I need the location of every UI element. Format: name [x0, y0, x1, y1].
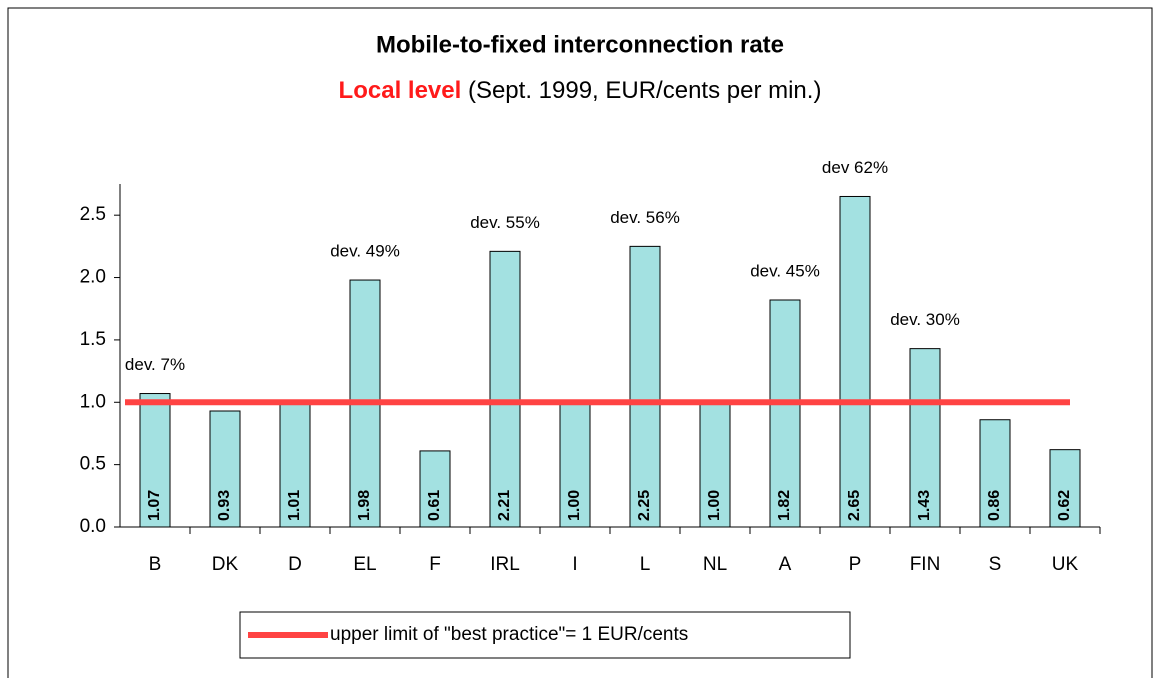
x-tick-label: D	[288, 554, 302, 575]
x-tick-label: UK	[1052, 554, 1079, 575]
x-tick-label: S	[989, 554, 1002, 575]
x-tick-label: A	[779, 554, 792, 575]
legend-label: upper limit of "best practice"= 1 EUR/ce…	[330, 624, 688, 645]
x-tick-label: DK	[212, 554, 239, 575]
value-label: 1.01	[286, 490, 303, 521]
deviation-label: dev 62%	[822, 158, 888, 177]
legend-box	[239, 611, 851, 659]
value-label: 1.00	[706, 490, 723, 521]
value-label: 1.82	[776, 490, 793, 521]
value-label: 0.62	[1056, 490, 1073, 521]
y-tick-label: 1.5	[80, 329, 106, 350]
value-label: 0.61	[426, 490, 443, 521]
bar	[629, 245, 661, 528]
x-tick-label: B	[149, 554, 162, 575]
x-tick-label: L	[640, 554, 651, 575]
bar	[139, 393, 171, 528]
bar	[979, 419, 1011, 528]
value-label: 2.25	[636, 490, 653, 521]
value-label: 0.93	[216, 490, 233, 521]
subtitle-text: (Sept. 1999, EUR/cents per min.)	[468, 77, 821, 104]
value-label: 1.07	[146, 490, 163, 521]
value-label: 0.86	[986, 490, 1003, 521]
bar	[559, 401, 591, 528]
bar	[839, 195, 871, 528]
bar	[209, 410, 241, 528]
y-tick-label: 0.5	[80, 454, 106, 475]
deviation-label: dev. 45%	[750, 261, 820, 280]
value-label: 1.00	[566, 490, 583, 521]
value-label: 1.98	[356, 490, 373, 521]
bar	[1049, 449, 1081, 528]
value-label: 1.43	[916, 490, 933, 521]
x-tick-label: EL	[353, 554, 376, 575]
deviation-label: dev. 7%	[125, 355, 185, 374]
y-tick-label: 2.0	[80, 267, 106, 288]
deviation-label: dev. 56%	[610, 208, 680, 227]
y-tick-label: 1.0	[80, 391, 106, 412]
bar	[909, 348, 941, 528]
x-tick-label: FIN	[910, 554, 941, 575]
chart-title: Mobile-to-fixed interconnection rate	[376, 31, 784, 58]
value-label: 2.21	[496, 490, 513, 521]
x-tick-label: I	[572, 554, 577, 575]
subtitle-highlight: Local level	[339, 77, 462, 104]
deviation-label: dev. 30%	[890, 310, 960, 329]
chart-frame	[7, 7, 1153, 678]
x-tick-label: NL	[703, 554, 727, 575]
bar	[419, 450, 451, 528]
y-tick-label: 2.5	[80, 204, 106, 225]
deviation-label: dev. 49%	[330, 242, 400, 261]
x-tick-label: IRL	[490, 554, 520, 575]
y-tick-label: 0.0	[80, 516, 106, 537]
x-tick-label: F	[429, 554, 441, 575]
x-tick-label: P	[849, 554, 862, 575]
chart-subtitle: Local level (Sept. 1999, EUR/cents per m…	[339, 77, 822, 104]
bar	[489, 250, 521, 528]
value-label: 2.65	[846, 490, 863, 521]
deviation-label: dev. 55%	[470, 213, 540, 232]
bar	[769, 299, 801, 528]
